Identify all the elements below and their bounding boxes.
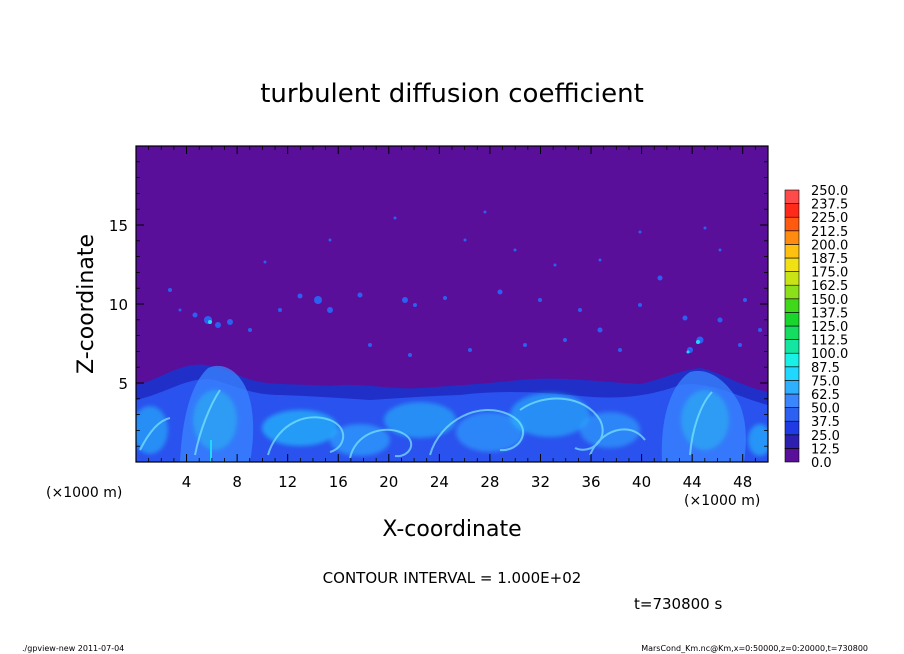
x-tick-label: 16 <box>329 473 348 491</box>
colorbar-label: 175.0 <box>811 266 848 281</box>
colorbar-label: 37.5 <box>811 415 840 430</box>
x-axis: 4 8 12 16 20 24 28 32 36 40 44 48 <box>148 146 756 491</box>
x-unit-label: (×1000 m) <box>684 493 760 509</box>
colorbar-cell <box>784 352 800 368</box>
sparse-blobs <box>168 210 762 357</box>
colorbar-cell <box>784 420 800 436</box>
time-label: t=730800 s <box>634 595 722 613</box>
colorbar: 0.012.525.037.550.062.575.087.5100.0112.… <box>784 184 848 471</box>
y-axis-label: Z-coordinate <box>74 234 99 374</box>
colorbar-label: 187.5 <box>811 252 848 267</box>
colorbar-cell <box>784 230 800 245</box>
y-tick-label: 15 <box>109 217 128 235</box>
bright-spots <box>208 320 700 462</box>
x-tick-label: 12 <box>278 473 297 491</box>
colorbar-label: 100.0 <box>811 347 848 362</box>
colorbar-label: 87.5 <box>811 361 840 376</box>
x-tick-label: 24 <box>430 473 449 491</box>
colorbar-label: 137.5 <box>811 306 848 321</box>
colorbar-label: 62.5 <box>811 388 840 403</box>
x-tick-label: 28 <box>480 473 499 491</box>
colorbar-label: 50.0 <box>811 402 840 417</box>
x-tick-label: 20 <box>379 473 398 491</box>
y-axis: 5 10 15 <box>109 161 768 447</box>
colorbar-cell <box>784 448 800 463</box>
plot-area <box>135 145 769 463</box>
colorbar-cell <box>784 257 800 272</box>
colorbar-cell <box>784 393 800 408</box>
colorbar-cell <box>784 434 800 449</box>
colorbar-label: 250.0 <box>811 184 848 199</box>
colorbar-cell <box>784 271 800 286</box>
footer-left: ./gpview-new 2011-07-04 <box>22 644 124 653</box>
colorbar-cell <box>784 189 800 204</box>
footer-right: MarsCond_Km.nc@Km,x=0:50000,z=0:20000,t=… <box>641 644 868 653</box>
y-tick-label: 10 <box>109 296 128 314</box>
colorbar-cell <box>784 312 800 327</box>
y-tick-label: 5 <box>118 375 128 393</box>
colorbar-label: 237.5 <box>811 198 848 213</box>
colorbar-label: 125.0 <box>811 320 848 335</box>
colorbar-cell <box>784 325 800 340</box>
colorbar-label: 225.0 <box>811 211 848 226</box>
x-tick-label: 4 <box>182 473 192 491</box>
colorbar-cell <box>784 244 800 259</box>
x-tick-label: 40 <box>632 473 651 491</box>
swirl-lines <box>139 389 713 459</box>
colorbar-label: 25.0 <box>811 429 840 444</box>
x-axis-label: X-coordinate <box>382 517 521 542</box>
colorbar-cell <box>784 339 800 354</box>
colorbar-label: 150.0 <box>811 293 848 308</box>
colorbar-cell <box>784 203 800 218</box>
colorbar-label: 200.0 <box>811 238 848 253</box>
x-tick-label: 36 <box>581 473 600 491</box>
z-unit-label: (×1000 m) <box>46 485 122 501</box>
x-tick-label: 32 <box>531 473 550 491</box>
colorbar-cell <box>784 407 800 422</box>
contour-interval: CONTOUR INTERVAL = 1.000E+02 <box>323 569 582 587</box>
x-tick-label: 48 <box>733 473 752 491</box>
x-tick-label: 8 <box>232 473 242 491</box>
chart-title: turbulent diffusion coefficient <box>260 79 644 109</box>
colorbar-label: 112.5 <box>811 334 848 349</box>
colorbar-cell <box>784 298 800 313</box>
colorbar-cell <box>784 366 800 381</box>
colorbar-cell <box>784 380 800 395</box>
x-tick-label: 44 <box>683 473 702 491</box>
colorbar-label: 12.5 <box>811 442 840 457</box>
colorbar-label: 162.5 <box>811 279 848 294</box>
colorbar-cell <box>784 216 800 232</box>
colorbar-label: 0.0 <box>811 456 832 471</box>
colorbar-label: 212.5 <box>811 225 848 240</box>
eddies <box>136 390 768 456</box>
colorbar-cell <box>784 284 800 300</box>
colorbar-label: 75.0 <box>811 374 840 389</box>
turbulence-field <box>136 210 768 462</box>
